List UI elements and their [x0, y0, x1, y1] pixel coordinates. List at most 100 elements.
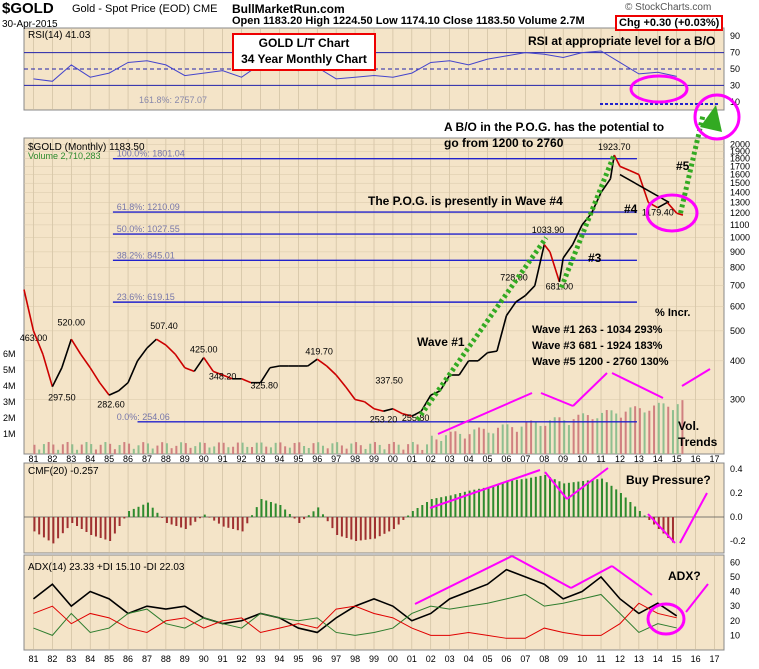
cmf-bar	[440, 497, 443, 517]
price-segment	[212, 370, 223, 376]
price-segment	[515, 294, 526, 303]
volume-bar	[629, 407, 632, 454]
adx-y-tick: 20	[730, 616, 740, 626]
price-segment	[335, 374, 347, 388]
adx-y-tick: 10	[730, 630, 740, 640]
wave4-annotation: The P.O.G. is presently in Wave #4	[368, 194, 563, 208]
price-segment	[562, 244, 574, 259]
volume-bar	[260, 442, 263, 454]
volume-bar	[359, 445, 362, 454]
cmf-bar	[364, 517, 367, 540]
x-tick-label-mid: 93	[255, 454, 265, 464]
x-tick-label-mid: 85	[104, 454, 114, 464]
cmf-bar	[194, 517, 197, 522]
volume-bar	[454, 431, 457, 454]
volume-bar	[586, 415, 589, 454]
cmf-bar	[307, 515, 310, 517]
cmf-bar	[298, 517, 301, 523]
x-tick-label-bottom: 08	[539, 654, 549, 664]
x-tick-label-mid: 14	[653, 454, 663, 464]
price-segment	[108, 390, 119, 396]
price-segment	[51, 367, 63, 388]
x-tick-label-bottom: 14	[653, 654, 663, 664]
price-segment	[146, 338, 157, 349]
cmf-bar	[534, 476, 537, 517]
volume-bar	[350, 443, 353, 454]
fib-label: 0.0%: 254.06	[117, 412, 170, 422]
cmf-bar	[303, 517, 306, 520]
volume-bar	[553, 417, 556, 454]
price-y-tick: 2000	[730, 140, 750, 150]
price-segment	[354, 398, 365, 403]
volume-bar	[615, 413, 618, 454]
vol-trends-label-1: Vol.	[678, 419, 699, 433]
volume-bar	[638, 408, 641, 454]
volume-bar	[151, 448, 154, 454]
cmf-bar	[336, 517, 339, 535]
x-tick-label-bottom: 11	[596, 654, 605, 664]
wave5-arrow-head	[700, 105, 722, 132]
price-y-tick: 1900	[730, 146, 750, 156]
x-tick-label-mid: 12	[615, 454, 625, 464]
volume-bar	[94, 449, 97, 454]
volume-bar	[444, 435, 447, 454]
cmf-bar	[146, 502, 149, 517]
x-tick-label-bottom: 10	[577, 654, 587, 664]
price-segment	[364, 401, 375, 410]
x-tick-label-bottom: 07	[520, 654, 530, 664]
price-segment	[534, 244, 546, 286]
price-segment	[543, 244, 551, 253]
rsi-y-tick: 10	[730, 97, 740, 107]
volume-bar	[184, 443, 187, 454]
cmf-bar	[591, 479, 594, 517]
cmf-bar	[52, 517, 55, 544]
cmf-bar	[426, 502, 429, 517]
volume-bar	[572, 419, 575, 454]
x-tick-label-mid: 01	[407, 454, 417, 464]
price-segment	[629, 169, 640, 176]
price-y-tick: 900	[730, 247, 745, 257]
rsi-fib-label: 161.8%: 2757.07	[139, 95, 207, 105]
cmf-bar	[118, 517, 121, 526]
volume-bar	[378, 444, 381, 454]
volume-bar	[113, 449, 116, 454]
x-tick-label-bottom: 92	[237, 654, 247, 664]
volume-bar	[279, 442, 282, 454]
volume-bar	[189, 447, 192, 454]
cmf-bar	[397, 517, 400, 525]
volume-bar	[539, 425, 542, 454]
volume-bar	[676, 404, 679, 454]
cmf-bar	[638, 511, 641, 517]
site-watermark: BullMarketRun.com	[232, 2, 345, 16]
chart-annotation-box: GOLD L/T Chart 34 Year Monthly Chart	[232, 33, 376, 71]
x-tick-label-mid: 96	[312, 454, 322, 464]
cmf-y-tick: 0.2	[730, 488, 743, 498]
cmf-bar	[284, 509, 287, 517]
price-segment	[222, 374, 233, 380]
price-segment	[666, 201, 678, 214]
volume-bar	[170, 448, 173, 454]
cmf-bar	[671, 517, 674, 543]
adx-y-tick: 50	[730, 572, 740, 582]
cmf-bar	[137, 506, 140, 517]
price-level-label: 728.00	[500, 272, 528, 282]
volume-bar	[558, 417, 561, 454]
volume-bar	[326, 448, 329, 454]
volume-bar	[534, 421, 537, 454]
volume-bar	[407, 444, 410, 454]
x-tick-label-mid: 83	[66, 454, 76, 464]
wave-table-row: Wave #3 681 - 1924 183%	[532, 340, 663, 352]
volume-bar	[80, 444, 83, 454]
volume-bar	[118, 445, 121, 454]
volume-bar	[104, 442, 107, 454]
cmf-bar	[563, 483, 566, 517]
cmf-bar	[222, 517, 225, 527]
rsi-y-tick: 90	[730, 31, 740, 41]
cmf-bar	[496, 484, 499, 517]
x-tick-label-bottom: 02	[426, 654, 436, 664]
cmf-bar	[128, 511, 131, 517]
x-tick-label-mid: 99	[369, 454, 379, 464]
price-segment	[383, 408, 394, 412]
price-segment	[193, 357, 205, 372]
price-y-tick: 400	[730, 356, 745, 366]
